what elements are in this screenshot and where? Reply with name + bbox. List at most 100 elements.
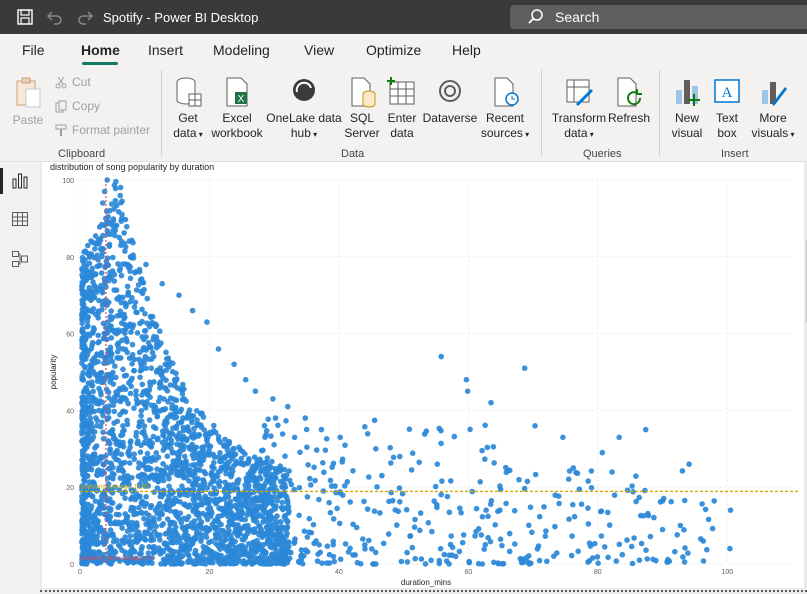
scatter-point: [312, 477, 318, 484]
search-box[interactable]: Search: [510, 5, 807, 29]
scatter-point: [284, 519, 291, 525]
scatter-point: [133, 269, 139, 275]
scatter-point: [412, 555, 419, 562]
scatter-point: [263, 494, 269, 500]
scatter-point: [267, 521, 273, 527]
table-view-icon[interactable]: [11, 210, 29, 228]
scatter-point: [624, 537, 630, 543]
scatter-point: [105, 440, 112, 446]
scatter-point: [148, 458, 154, 465]
more-visuals-button[interactable]: More visuals ▾: [748, 76, 798, 142]
scatter-point: [700, 558, 707, 564]
menu-optimize[interactable]: Optimize: [366, 42, 422, 58]
scatter-point: [124, 513, 131, 520]
copy-button[interactable]: Copy: [55, 98, 100, 114]
menu-view[interactable]: View: [304, 42, 335, 58]
scatter-point: [117, 192, 123, 199]
menu-insert[interactable]: Insert: [148, 42, 184, 58]
scatter-point: [364, 506, 371, 512]
format-painter-button[interactable]: Format painter: [55, 122, 150, 138]
excel-workbook-button[interactable]: X Excel workbook: [209, 76, 265, 141]
scatter-point: [727, 507, 734, 513]
scatter-point: [150, 473, 156, 479]
onelake-label-2: hub: [290, 126, 311, 140]
redo-icon[interactable]: [76, 8, 94, 26]
scatter-point: [170, 500, 176, 506]
scatter-point: [485, 513, 491, 520]
scatter-point: [342, 541, 349, 547]
scatter-point: [265, 536, 272, 543]
scatter-point: [275, 526, 281, 533]
model-view-icon[interactable]: [11, 250, 29, 268]
save-icon[interactable]: [16, 8, 34, 26]
text-box-button[interactable]: A Text box: [708, 76, 746, 141]
scatter-point: [174, 539, 180, 545]
scatter-point: [86, 333, 93, 339]
scatter-point: [169, 402, 175, 408]
menu-modeling[interactable]: Modeling: [213, 42, 270, 58]
refresh-button[interactable]: Refresh: [608, 76, 650, 126]
new-visual-button[interactable]: New visual: [668, 76, 706, 141]
scatter-point: [189, 307, 196, 314]
scatter-point: [119, 337, 125, 344]
scatter-point: [380, 540, 387, 547]
scatter-point: [215, 346, 222, 352]
scatter-point: [155, 435, 161, 442]
dataverse-button[interactable]: Dataverse: [422, 76, 478, 126]
scatter-point: [448, 533, 455, 539]
scatter-point: [330, 516, 337, 522]
scatter-point: [668, 498, 674, 505]
scatter-point: [202, 495, 209, 502]
scatter-point: [135, 473, 142, 480]
scatter-point: [647, 533, 654, 540]
scatter-point: [118, 272, 125, 279]
scatter-point: [246, 541, 252, 547]
scatter-visual[interactable]: 0 20 40 60 80 100 0 20 40 60 80 100 popularity ave…: [42, 162, 804, 588]
recent-sources-button[interactable]: Recent sources ▾: [478, 76, 532, 142]
scatter-point: [609, 469, 615, 475]
get-data-label-2: data: [173, 126, 197, 140]
scatter-point: [122, 216, 129, 223]
scatter-point: [99, 399, 106, 406]
report-view-icon[interactable]: [11, 172, 29, 190]
scatter-point: [230, 463, 236, 470]
scatter-point: [520, 559, 527, 566]
scatter-point: [446, 552, 453, 558]
sql-server-button[interactable]: SQL Server: [343, 76, 381, 141]
scatter-point: [162, 557, 168, 564]
scatter-point: [97, 527, 103, 534]
get-data-button[interactable]: Get data ▾: [168, 76, 208, 142]
cut-button[interactable]: Cut: [55, 74, 91, 90]
undo-icon[interactable]: [46, 8, 64, 26]
scatter-point: [80, 452, 86, 459]
scatter-point: [372, 549, 379, 556]
scatter-point: [91, 429, 98, 435]
menu-file[interactable]: File: [22, 42, 45, 58]
scatter-point: [173, 509, 179, 515]
scatter-point: [574, 470, 581, 477]
scatter-point: [551, 553, 557, 559]
scatter-point: [163, 349, 169, 356]
scatter-point: [274, 498, 281, 504]
scatter-point: [198, 462, 204, 468]
scatter-point: [114, 537, 120, 544]
scatter-point: [544, 558, 550, 565]
scatter-point: [144, 398, 150, 405]
scatter-point: [239, 460, 245, 467]
enter-data-button[interactable]: Enter data: [383, 76, 421, 141]
scatter-point: [148, 365, 155, 371]
scatter-point: [575, 548, 581, 555]
paste-button[interactable]: Paste: [10, 76, 46, 128]
scatter-point: [560, 434, 566, 441]
sql-server-icon: [351, 77, 376, 108]
menu-help[interactable]: Help: [452, 42, 481, 58]
scatter-point: [173, 423, 179, 430]
scatter-point: [705, 516, 712, 523]
scatter-point: [630, 489, 636, 495]
onelake-data-hub-button[interactable]: OneLake data hub ▾: [266, 76, 342, 142]
scatter-point: [585, 521, 592, 527]
menu-home[interactable]: Home: [81, 42, 120, 58]
scatter-point: [171, 382, 178, 389]
transform-data-button[interactable]: Transform data ▾: [550, 76, 608, 142]
scatter-point: [211, 477, 217, 484]
